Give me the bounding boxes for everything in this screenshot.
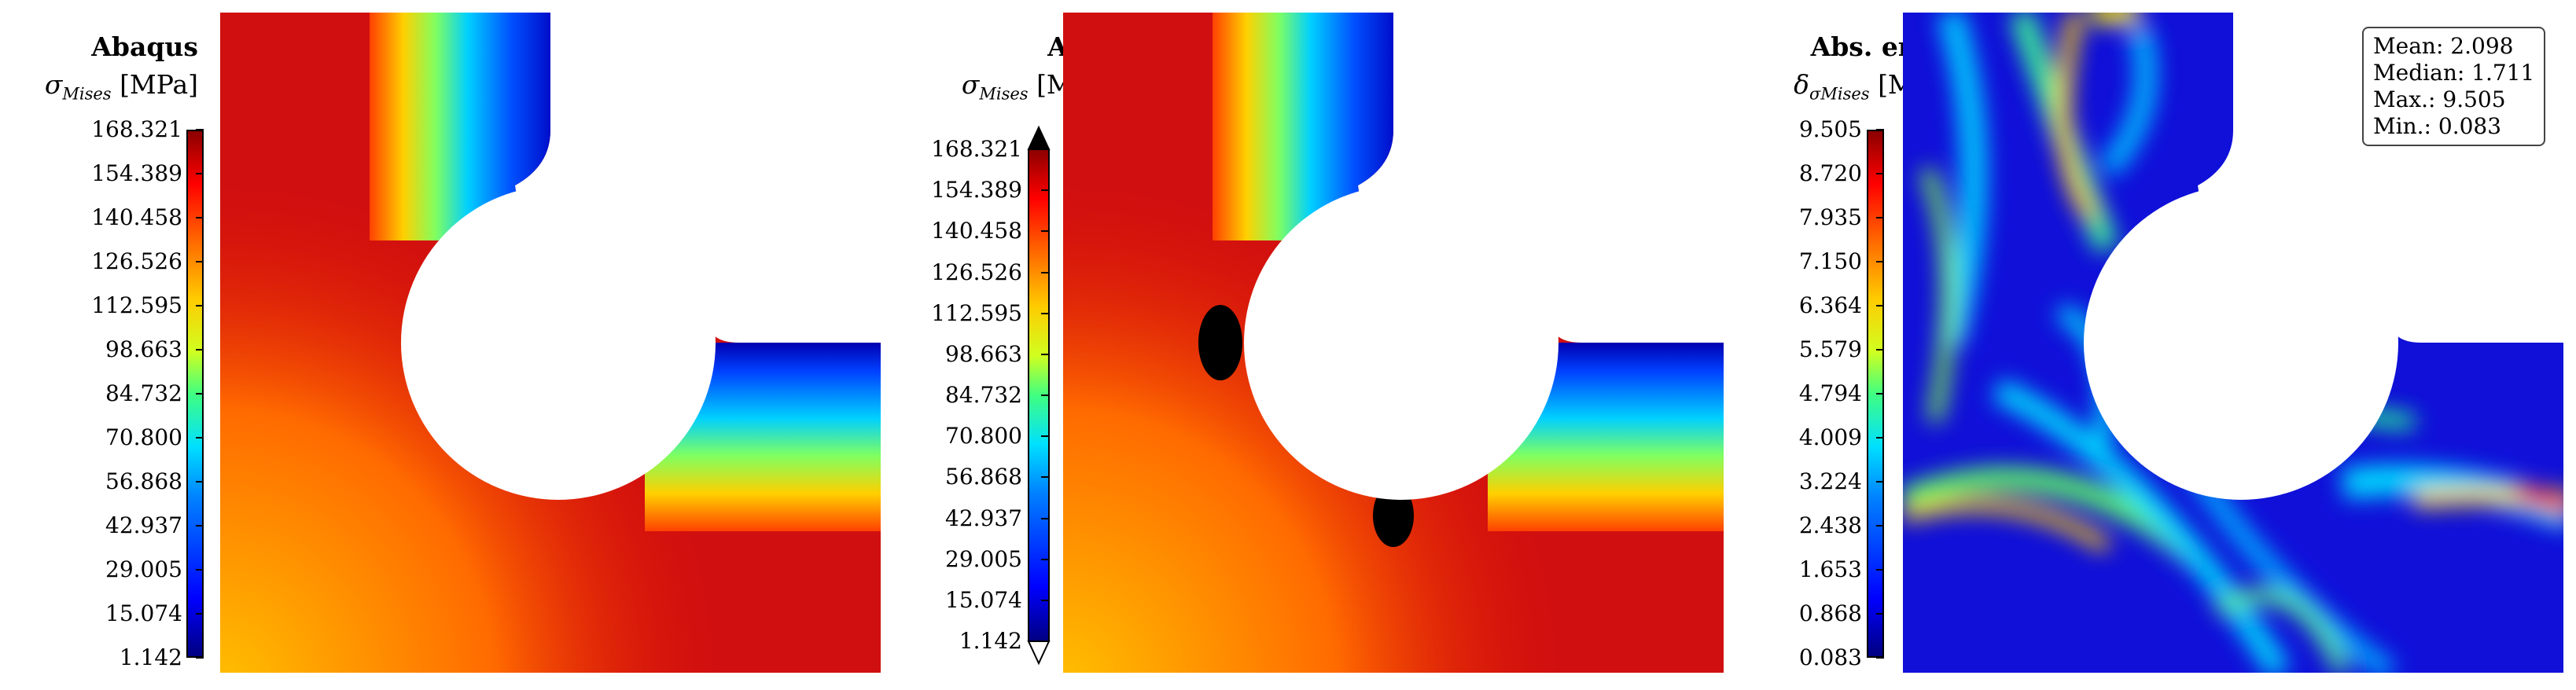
quantity-subscript: σMises: [1809, 84, 1870, 104]
colorbar-tick-label: 29.005: [945, 545, 1022, 572]
quantity-unit: [MPa]: [120, 69, 198, 100]
colorbar-tick-label: 7.150: [1798, 248, 1862, 274]
colorbar-tick-mark: [1041, 353, 1049, 355]
colorbar-tick-mark: [1876, 261, 1884, 262]
colorbar-tick-label: 126.526: [931, 259, 1022, 285]
colorbar-tick-label: 42.937: [945, 505, 1022, 531]
colorbar-tick-label: 4.794: [1798, 380, 1862, 406]
colorbar-tick-label: 3.224: [1798, 468, 1862, 494]
colorbar-tick-label: 6.364: [1798, 292, 1862, 318]
colorbar-tick-label: 140.458: [91, 204, 182, 230]
colorbar-tick-mark: [196, 349, 204, 351]
colorbar-tick-mark: [1876, 437, 1884, 439]
colorbar-tick-mark: [1041, 640, 1049, 642]
overshoot-region: [1198, 305, 1242, 380]
colorbar-tick-mark: [1876, 217, 1884, 218]
colorbar-tick-label: 29.005: [105, 556, 182, 582]
colorbar-tick-label: 70.800: [945, 423, 1022, 450]
colorbar-tick-label: 98.663: [105, 336, 182, 362]
colorbar-tick-label: 0.868: [1798, 600, 1862, 626]
stress-field-ann: [1063, 13, 1724, 673]
colorbar-tick-label: 56.868: [945, 464, 1022, 490]
colorbar-tick-label: 1.653: [1798, 556, 1862, 582]
quantity-symbol: σ: [44, 69, 63, 100]
stats-box: Mean: 2.098 Median: 1.711 Max.: 9.505 Mi…: [2362, 27, 2546, 146]
colorbar-tick-label: 9.505: [1798, 116, 1862, 142]
stat-max: Max.: 9.505: [2373, 86, 2506, 112]
colorbar-tick-mark: [1041, 312, 1049, 314]
colorbar-tick-mark: [196, 173, 204, 174]
colorbar-tick-mark: [1876, 349, 1884, 351]
colorbar-tick-label: 15.074: [105, 600, 182, 626]
quantity-symbol: δ: [1794, 69, 1810, 100]
colorbar-tick-label: 15.074: [945, 586, 1022, 613]
colorbar-tick-label: 7.935: [1798, 204, 1862, 230]
colorbar-tick-label: 2.438: [1798, 512, 1862, 538]
colorbar-tick-mark: [1876, 525, 1884, 527]
panel-abs-error: Abs. error δσMises [MPa] 9.5058.7207.935…: [1683, 0, 2576, 690]
colorbar-tick-label: 154.389: [91, 160, 182, 186]
colorbar-tick-mark: [1041, 230, 1049, 233]
colorbar-tick-mark: [196, 217, 204, 218]
colorbar-tick-label: 1.142: [959, 628, 1022, 654]
colorbar-tick-label: 70.800: [105, 424, 182, 450]
colorbar-tick-label: 8.720: [1798, 160, 1862, 186]
colorbar-tick-label: 112.595: [91, 292, 182, 318]
colorbar-tick-label: 0.083: [1798, 644, 1862, 670]
colorbar-tick-mark: [1876, 613, 1884, 615]
colorbar-tick-mark: [196, 393, 204, 395]
stat-min: Min.: 0.083: [2373, 113, 2502, 139]
colorbar-tick-label: 5.579: [1798, 336, 1862, 362]
colorbar-tick-mark: [1876, 173, 1884, 174]
colorbar-tick-mark: [196, 305, 204, 306]
colorbar-tick-mark: [1041, 189, 1049, 192]
colorbar-tick-label: 112.595: [931, 299, 1022, 326]
colorbar-tick-mark: [196, 657, 204, 659]
colorbar-tick-mark: [196, 569, 204, 571]
colorbar-tick-mark: [1876, 305, 1884, 306]
colorbar-tick-mark: [1041, 395, 1049, 396]
colorbar-tick-mark: [196, 481, 204, 483]
colorbar-tick-mark: [1876, 657, 1884, 659]
colorbar-tick-mark: [196, 129, 204, 130]
colorbar-tick-mark: [196, 261, 204, 262]
colorbar-tick-label: 140.458: [931, 218, 1022, 244]
quantity-symbol: σ: [961, 69, 980, 100]
colorbar-tick-mark: [1876, 393, 1884, 395]
colorbar-tick-label: 56.868: [105, 468, 182, 494]
colorbar-tick-label: 168.321: [931, 136, 1022, 162]
colorbar-tick-label: 1.142: [119, 644, 182, 670]
colorbar-tick-label: 84.732: [105, 380, 182, 406]
colorbar-tick-mark: [1041, 558, 1049, 560]
stress-field-abaqus: [220, 13, 881, 673]
quantity-subscript: Mises: [62, 84, 112, 104]
quantity-label: σMises [MPa]: [45, 69, 198, 104]
colorbar-tick-mark: [1876, 129, 1884, 130]
colorbar-tick-mark: [196, 437, 204, 439]
colorbar-tick-label: 42.937: [105, 512, 182, 538]
colorbar-tick-mark: [1041, 517, 1049, 519]
panel-ann: ANN σMises [MPa] 168.321154.389140.45812…: [841, 0, 1730, 690]
colorbar-tick-mark: [1041, 149, 1049, 150]
stat-mean: Mean: 2.098: [2373, 33, 2514, 59]
colorbar-tick-mark: [1041, 476, 1049, 479]
colorbar-tick-label: 98.663: [945, 340, 1022, 367]
colorbar-tick-label: 168.321: [91, 116, 182, 142]
colorbar-tick-label: 154.389: [931, 177, 1022, 204]
colorbar-tick-mark: [1041, 271, 1049, 273]
colorbar-tick-mark: [1876, 569, 1884, 571]
overshoot-region: [1373, 484, 1414, 547]
colorbar-tick-label: 126.526: [91, 248, 182, 274]
quantity-subscript: Mises: [979, 84, 1029, 104]
colorbar-tick-mark: [196, 613, 204, 615]
colorbar-tick-label: 4.009: [1798, 424, 1862, 450]
panel-title: Abaqus: [91, 31, 198, 62]
panel-abaqus: Abaqus σMises [MPa] 168.321 154.389 140.45…: [0, 0, 889, 690]
colorbar-tick-label: 84.732: [945, 382, 1022, 408]
colorbar-tick-mark: [196, 525, 204, 527]
colorbar-tick-mark: [1876, 481, 1884, 483]
stat-median: Median: 1.711: [2373, 60, 2535, 86]
colorbar-tick-mark: [1041, 435, 1049, 438]
colorbar-tick-mark: [1041, 599, 1049, 601]
